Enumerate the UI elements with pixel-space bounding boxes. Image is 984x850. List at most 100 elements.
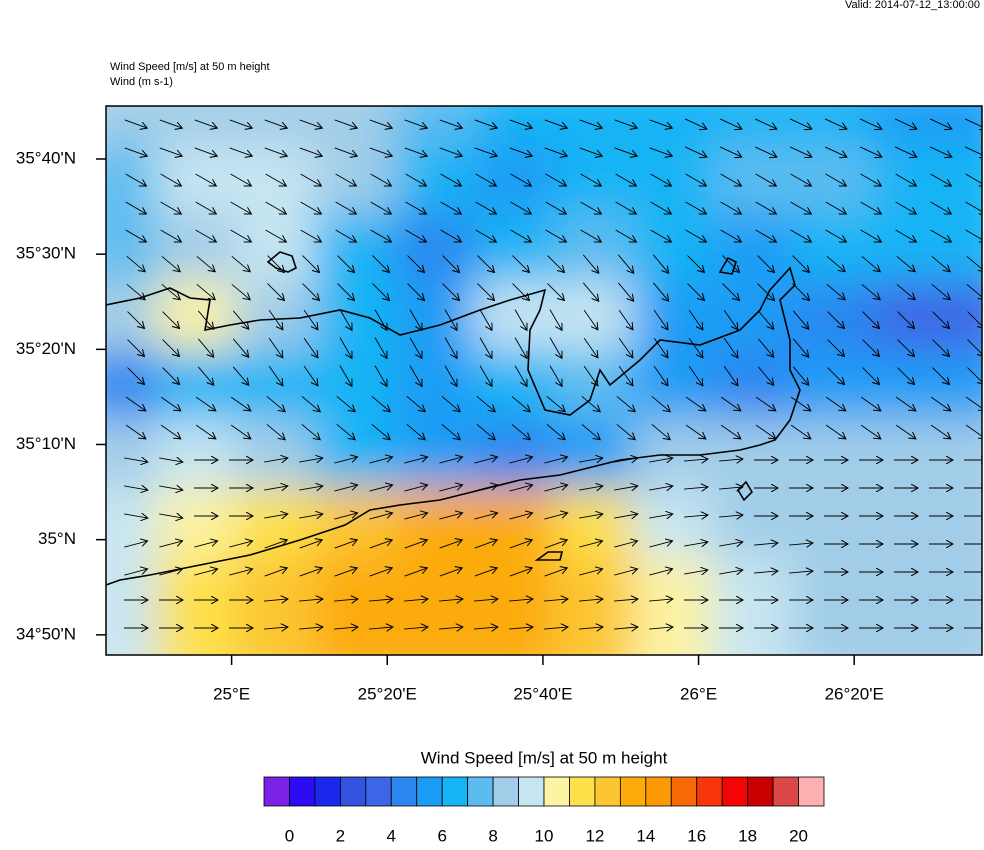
wind-arrow <box>509 513 532 520</box>
wind-arrow <box>650 229 672 242</box>
wind-arrow <box>264 627 288 629</box>
wind-arrow <box>405 173 427 186</box>
wind-arrow <box>300 229 322 242</box>
wind-arrow <box>369 540 393 549</box>
colorbar-box <box>645 776 672 807</box>
wind-arrow <box>441 395 460 411</box>
wind-arrow <box>299 568 323 577</box>
wind-arrow <box>545 229 567 242</box>
colorbar-tick-label: 6 <box>437 826 446 845</box>
wind-arrow <box>334 513 357 520</box>
wind-arrow <box>579 458 603 462</box>
wind-arrow <box>125 201 147 214</box>
wind-arrow <box>825 173 847 186</box>
wind-arrow <box>719 515 743 517</box>
wind-arrow <box>931 255 950 271</box>
wind-arrow <box>790 396 811 411</box>
wind-arrow <box>160 201 182 214</box>
wind-arrow <box>196 255 215 271</box>
wind-arrow <box>124 119 148 128</box>
wind-arrow <box>474 485 497 492</box>
colorbar-tick-label: 16 <box>687 826 706 845</box>
wind-arrow <box>159 569 182 576</box>
wind-arrow <box>547 283 565 301</box>
wind-arrow <box>544 119 568 128</box>
wind-arrow <box>439 568 463 577</box>
wind-arrow <box>966 283 982 299</box>
wind-arrow <box>684 459 708 461</box>
wind-arrow <box>684 542 708 546</box>
colorbar-title: Wind Speed [m/s] at 50 m height <box>421 748 668 767</box>
wind-arrow <box>652 254 668 273</box>
wind-arrow <box>861 283 880 299</box>
colorbar-tick-label: 0 <box>285 826 294 845</box>
wind-arrow <box>652 282 668 301</box>
wind-arrow <box>406 395 425 411</box>
wind-arrow <box>334 540 358 549</box>
wind-arrow <box>474 627 498 629</box>
wind-arrow <box>404 513 427 520</box>
wind-arrow <box>337 255 355 273</box>
wind-arrow <box>514 365 527 387</box>
wind-arrow <box>614 514 638 518</box>
wind-arrow <box>544 457 567 464</box>
wind-arrow <box>649 486 673 490</box>
wind-arrow <box>371 395 390 411</box>
wind-arrow <box>825 229 847 242</box>
wind-arrow <box>268 337 283 358</box>
wind-arrow <box>474 457 497 464</box>
wind-arrow <box>929 146 952 157</box>
wind-arrow <box>301 423 320 439</box>
wind-arrow <box>161 283 180 299</box>
wind-arrow <box>159 514 183 518</box>
wind-arrow <box>685 201 707 214</box>
wind-arrow <box>583 365 598 386</box>
valid-time: Valid: 2014-07-12_13:00:00 <box>845 0 980 11</box>
wind-arrow <box>544 540 568 549</box>
wind-arrow <box>474 513 497 520</box>
wind-arrow <box>757 366 773 385</box>
wind-arrow <box>160 229 182 242</box>
colorbar-tick-label: 4 <box>387 826 396 845</box>
lat-tick-label: 35°30'N <box>16 244 76 263</box>
wind-arrow <box>723 337 738 358</box>
lon-tick-label: 26°E <box>680 684 717 703</box>
wind-arrow <box>827 339 845 357</box>
wind-arrow <box>125 424 146 439</box>
speed-field <box>106 106 982 655</box>
wind-arrow <box>407 283 425 301</box>
wind-arrow <box>264 540 288 549</box>
wind-arrow <box>859 146 882 157</box>
wind-arrow <box>300 173 322 186</box>
wind-arrow <box>549 365 562 387</box>
wind-arrow <box>125 173 147 186</box>
wind-arrow <box>544 568 568 577</box>
wind-arrow <box>860 424 881 439</box>
wind-arrow <box>719 146 742 157</box>
wind-arrow <box>514 337 527 359</box>
wind-arrow <box>580 173 602 186</box>
wind-arrow <box>299 486 323 490</box>
wind-arrow <box>264 486 288 490</box>
wind-arrow <box>439 513 462 520</box>
wind-arrow <box>757 338 773 357</box>
wind-arrow <box>579 514 603 518</box>
colorbar-box <box>518 776 545 807</box>
wind-arrow <box>372 255 390 273</box>
wind-arrow <box>266 423 285 439</box>
wind-arrow <box>229 147 253 156</box>
wind-arrow <box>755 229 777 242</box>
colorbar-box <box>263 776 290 807</box>
wind-arrow <box>720 396 741 411</box>
wind-arrow <box>719 570 743 574</box>
colorbar-box <box>416 776 443 807</box>
wind-arrow <box>545 201 567 214</box>
wind-arrow <box>126 255 145 271</box>
wind-arrow <box>439 147 463 156</box>
wind-arrow <box>614 541 637 548</box>
wind-arrow <box>509 457 532 464</box>
wind-arrow <box>264 458 288 462</box>
wind-arrow <box>441 423 460 439</box>
wind-arrow <box>685 229 707 242</box>
wind-arrow <box>231 255 250 271</box>
